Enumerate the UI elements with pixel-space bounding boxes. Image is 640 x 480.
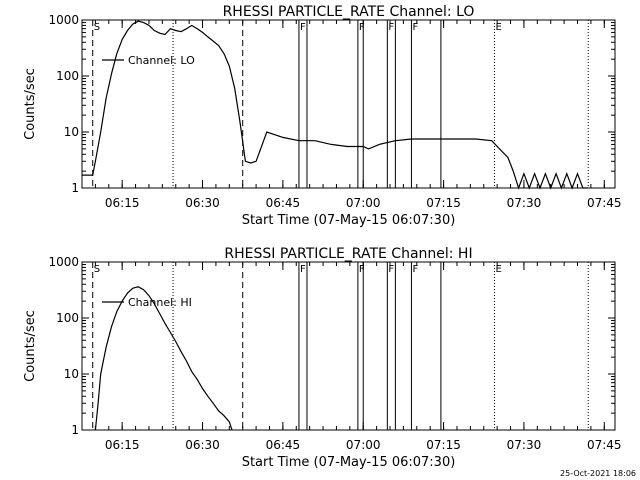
panel-1-event-marker-label: S [94, 22, 100, 33]
panel-1-x-tick-label: 07:15 [426, 196, 461, 210]
panel-1-x-tick-label: 06:15 [105, 196, 140, 210]
panel-2-x-tick-label: 07:30 [507, 438, 542, 452]
panel-1-x-tick-label: 07:30 [507, 196, 542, 210]
panel-2-y-tick-label: 1 [71, 423, 79, 437]
panel-1-y-tick-label: 1 [71, 181, 79, 195]
panel-1-x-tick-label: 07:45 [587, 196, 622, 210]
panel-2-chart-title: RHESSI PARTICLE_RATE Channel: HI [224, 246, 472, 262]
panel-2-event-marker-label: E [495, 264, 501, 275]
panel-1-event-marker-label: F [412, 22, 418, 33]
panel-2-event-marker-label: F [412, 264, 418, 275]
panel-1-event-marker-label: F [359, 22, 365, 33]
panel-2-y-tick-label: 100 [56, 311, 79, 325]
panel-2-y-tick-label: 10 [64, 367, 79, 381]
panel-2-plot-frame [81, 261, 616, 431]
panel-1-y-tick-label: 10 [64, 125, 79, 139]
panel-2-series-line [94, 286, 233, 431]
panel-2-x-tick-label: 06:45 [266, 438, 301, 452]
panel-2-legend-label: Channel: HI [128, 296, 192, 309]
panel-1-y-tick-label: 1000 [48, 13, 79, 27]
panel-1-y-axis-label: Counts/sec [23, 68, 38, 140]
panel-1-chart-title: RHESSI PARTICLE_RATE Channel: LO [223, 4, 475, 20]
panel-2-y-axis-label: Counts/sec [23, 310, 38, 382]
panel-2-event-marker-label: S [94, 264, 100, 275]
panel-1-legend-label: Channel: LO [128, 54, 195, 67]
panel-2-x-tick-label: 07:15 [426, 438, 461, 452]
panel-2-event-marker-label: F [300, 264, 306, 275]
panel-2-event-marker-label: F [388, 264, 394, 275]
timestamp: 25-Oct-2021 18:06 [560, 469, 636, 478]
panel-1-x-tick-label: 07:00 [346, 196, 381, 210]
panel-1-x-tick-label: 06:30 [185, 196, 220, 210]
panel-1-plot-frame [81, 19, 616, 189]
panel-1-event-marker-label: E [495, 22, 501, 33]
panel-2-x-tick-label: 07:00 [346, 438, 381, 452]
panel-1-event-marker-label: F [388, 22, 394, 33]
panel-2-event-marker-label: F [359, 264, 365, 275]
panel-1-series-line [82, 20, 589, 190]
panel-2-x-axis-label: Start Time (07-May-15 06:07:30) [242, 455, 456, 470]
panel-2-y-tick-label: 1000 [48, 255, 79, 269]
panel-2-x-tick-label: 07:45 [587, 438, 622, 452]
panel-1-x-axis-label: Start Time (07-May-15 06:07:30) [242, 213, 456, 228]
panel-1-y-tick-label: 100 [56, 69, 79, 83]
panel-1-event-marker-label: F [300, 22, 306, 33]
panel-2-x-tick-label: 06:30 [185, 438, 220, 452]
panel-2-x-tick-label: 06:15 [105, 438, 140, 452]
panel-1-x-tick-label: 06:45 [266, 196, 301, 210]
